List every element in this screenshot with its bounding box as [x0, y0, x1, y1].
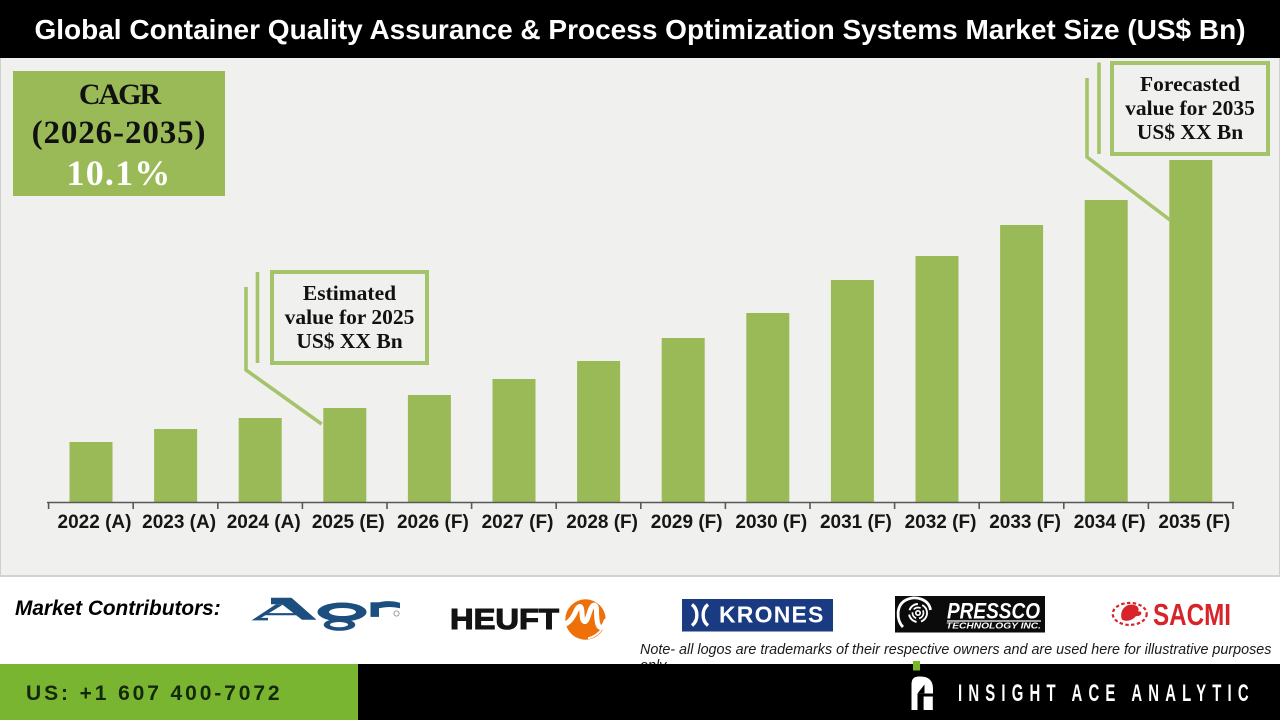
svg-text:TECHNOLOGY INC.: TECHNOLOGY INC.: [946, 622, 1041, 631]
svg-text:KRONES: KRONES: [719, 602, 825, 628]
svg-text:SACMI: SACMI: [1153, 597, 1231, 632]
svg-text:PRESSCO: PRESSCO: [947, 599, 1040, 624]
svg-text:HEUFT: HEUFT: [450, 604, 560, 636]
